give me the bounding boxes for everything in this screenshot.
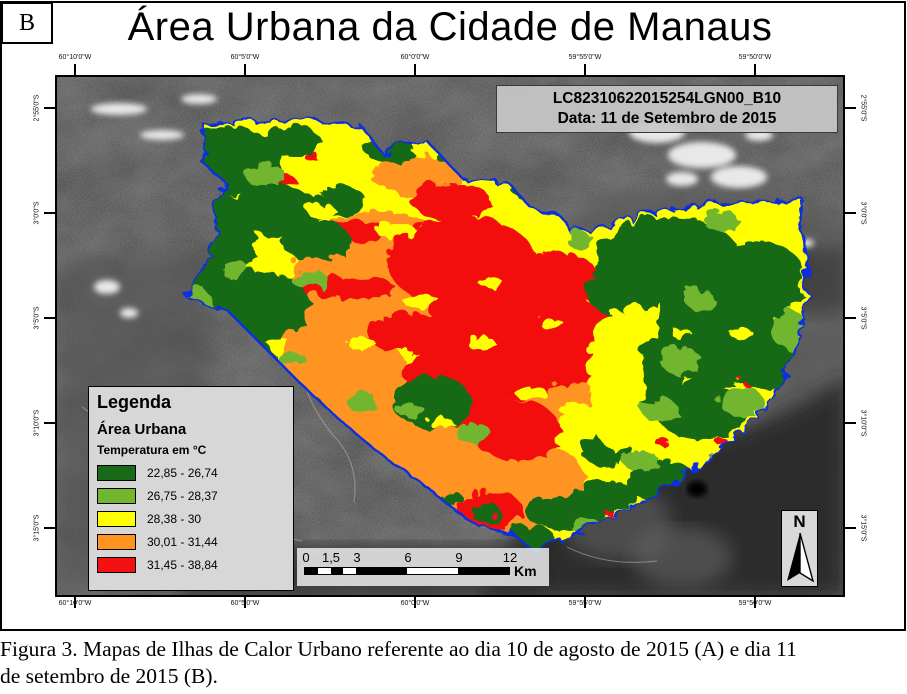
legend-layer-name: Área Urbana [97,421,187,438]
legend-range-class4: 30,01 - 31,44 [147,534,218,549]
coord-label-top: 59°55'0"W [568,54,602,61]
tick-left [44,107,55,109]
tick-top [74,64,76,75]
tick-bottom [74,597,76,608]
legend-swatch-class3 [97,510,136,527]
tick-right [845,317,856,319]
scale-bar: 0 1,5 3 6 9 12 Km [297,548,549,586]
tick-left [44,527,55,529]
scale-tick-label: 9 [455,550,463,565]
legend-class-row: 22,85 - 26,74 [97,461,285,484]
tick-left [44,317,55,319]
panel-label-box: B [1,2,53,44]
legend-range-class3: 28,38 - 30 [147,511,202,526]
legend-swatch-class2 [97,487,136,504]
panel-label: B [18,9,35,36]
scene-info-box: LC82310622015254LGN00_B10 Data: 11 de Se… [496,85,838,133]
coord-label-right: 3°0'0"S [859,201,867,225]
map-frame: LC82310622015254LGN00_B10 Data: 11 de Se… [55,75,845,597]
legend-swatch-class1 [97,464,136,481]
tick-top [244,64,246,75]
coord-label-bottom: 59°55'0"W [568,600,602,607]
scale-tick-label: 0 [302,550,310,565]
tick-bottom [584,597,586,608]
tick-right [845,107,856,109]
scale-bar-labels: 0 1,5 3 6 9 12 [302,550,543,566]
scale-tick-label: 1,5 [321,550,341,565]
legend-class-row: 31,45 - 38,84 [97,553,285,576]
coord-label-top: 60°5'0"W [230,54,260,61]
scene-date: Data: 11 de Setembro de 2015 [557,110,777,127]
map-title: Área Urbana da Cidade de Manaus [127,4,773,49]
coord-label-left: 3°5'0"S [33,306,41,330]
north-arrow-label: N [793,512,806,531]
figure-caption: Figura 3. Mapas de Ilhas de Calor Urbano… [0,636,907,690]
legend-range-class2: 26,75 - 28,37 [147,488,218,503]
scene-id: LC82310622015254LGN00_B10 [552,90,782,107]
north-arrow: N [781,510,818,587]
legend-swatch-class4 [97,533,136,550]
coord-label-right: 2°55'0"S [859,94,867,122]
coord-label-right: 3°5'0"S [859,306,867,330]
tick-left [44,212,55,214]
tick-bottom [414,597,416,608]
tick-right [845,212,856,214]
scale-tick-label: 6 [404,550,412,565]
legend-range-class1: 22,85 - 26,74 [147,465,218,480]
coord-label-bottom: 60°5'0"W [230,600,260,607]
tick-top [584,64,586,75]
coord-label-left: 3°15'0"S [33,514,41,542]
legend-range-class5: 31,45 - 38,84 [147,557,218,572]
scale-tick-label: 12 [502,550,518,565]
legend-title: Legenda [97,392,172,412]
coord-label-top: 60°0'0"W [400,54,430,61]
legend-unit-label: Temperatura em °C [97,443,207,457]
north-arrow-icon [786,532,814,583]
tick-bottom [244,597,246,608]
coord-label-bottom: 59°50'0"W [738,600,772,607]
coord-label-left: 2°55'0"S [33,94,41,122]
caption-line-1: Figura 3. Mapas de Ilhas de Calor Urbano… [0,637,797,661]
tick-right [845,422,856,424]
legend-class-row: 28,38 - 30 [97,507,285,530]
coord-label-top: 60°10'0"W [58,54,92,61]
tick-left [44,422,55,424]
tick-top [754,64,756,75]
scale-bar-graphic [304,567,510,575]
legend-class-row: 30,01 - 31,44 [97,530,285,553]
legend: Legenda Área Urbana Temperatura em °C 22… [88,386,294,591]
legend-class-row: 26,75 - 28,37 [97,484,285,507]
coord-label-right: 3°10'0"S [859,409,867,437]
coord-label-left: 3°10'0"S [33,409,41,437]
city-boundary-outline [180,113,807,549]
coord-label-bottom: 60°0'0"W [400,600,430,607]
coord-label-bottom: 60°10'0"W [58,600,92,607]
tick-top [414,64,416,75]
tick-bottom [754,597,756,608]
scale-tick-label: 3 [353,550,361,565]
legend-swatch-class5 [97,556,136,573]
coord-label-top: 59°50'0"W [738,54,772,61]
tick-right [845,527,856,529]
scale-unit-label: Km [514,563,537,579]
caption-line-2: de setembro de 2015 (B). [0,664,218,688]
coord-label-right: 3°15'0"S [859,514,867,542]
coord-label-left: 3°0'0"S [33,201,41,225]
